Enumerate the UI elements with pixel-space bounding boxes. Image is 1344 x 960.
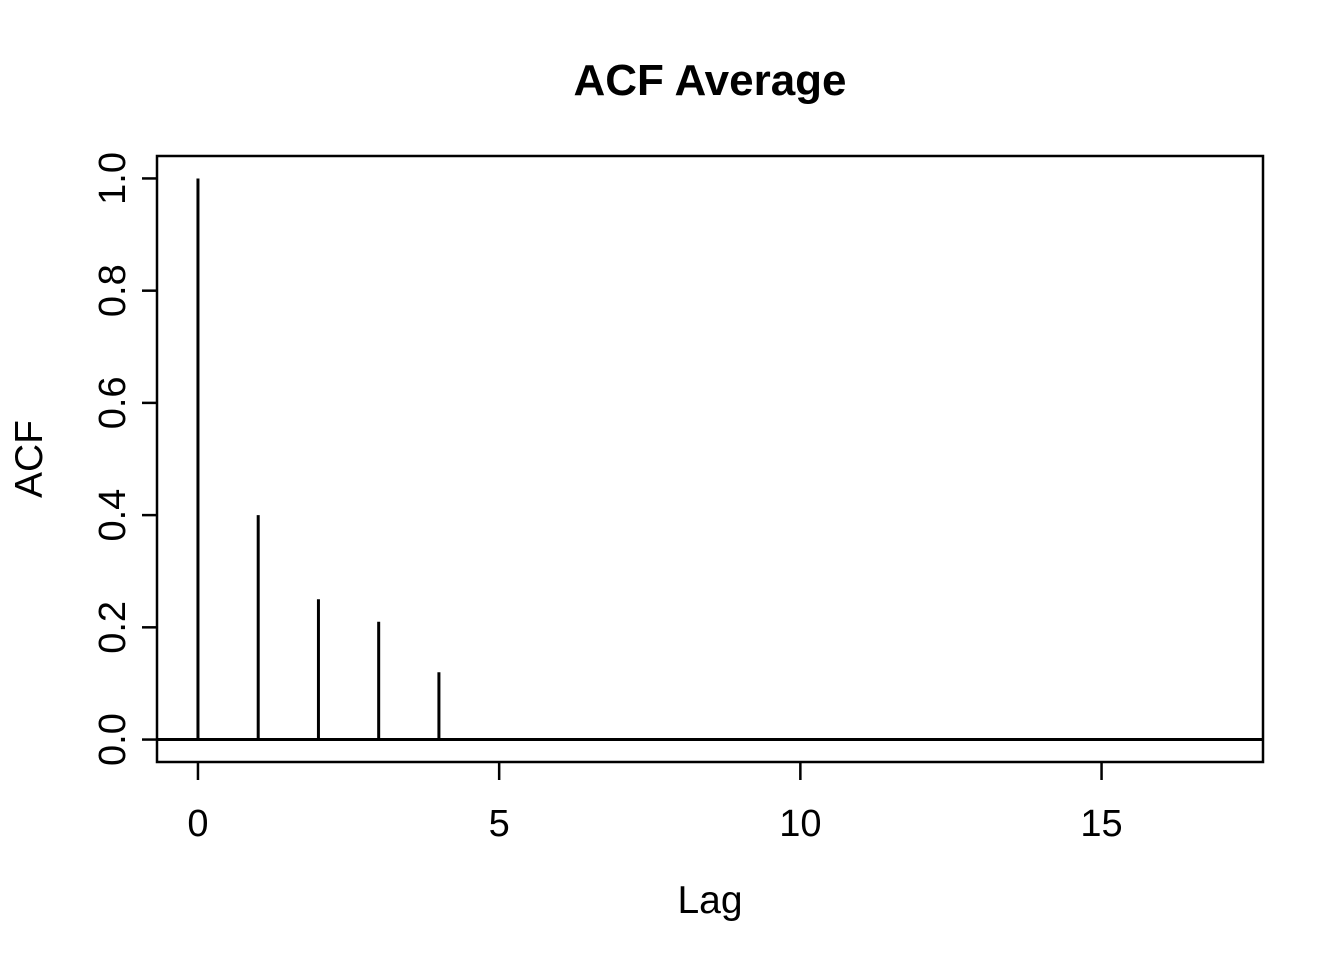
x-axis-label: Lag xyxy=(677,879,742,922)
y-tick-label-1.0: 1.0 xyxy=(92,152,134,205)
y-tick-label-0.8: 0.8 xyxy=(92,264,134,317)
plot-box xyxy=(155,154,1265,764)
y-tick-label-0.0: 0.0 xyxy=(92,713,134,766)
y-tick-label-0.6: 0.6 xyxy=(92,376,134,429)
x-tick-label-10: 10 xyxy=(779,803,821,845)
y-axis-label: ACF xyxy=(8,420,51,498)
chart-title: ACF Average xyxy=(573,56,846,105)
plot-area: 0 5 10 15 0.0 0.2 0.4 0.6 0.8 1.0 xyxy=(92,152,1265,845)
x-tick-label-15: 15 xyxy=(1080,803,1122,845)
x-tick-label-0: 0 xyxy=(187,803,208,845)
y-tick-label-0.2: 0.2 xyxy=(92,601,134,654)
x-tick-label-5: 5 xyxy=(489,803,510,845)
y-tick-label-0.4: 0.4 xyxy=(92,489,134,542)
